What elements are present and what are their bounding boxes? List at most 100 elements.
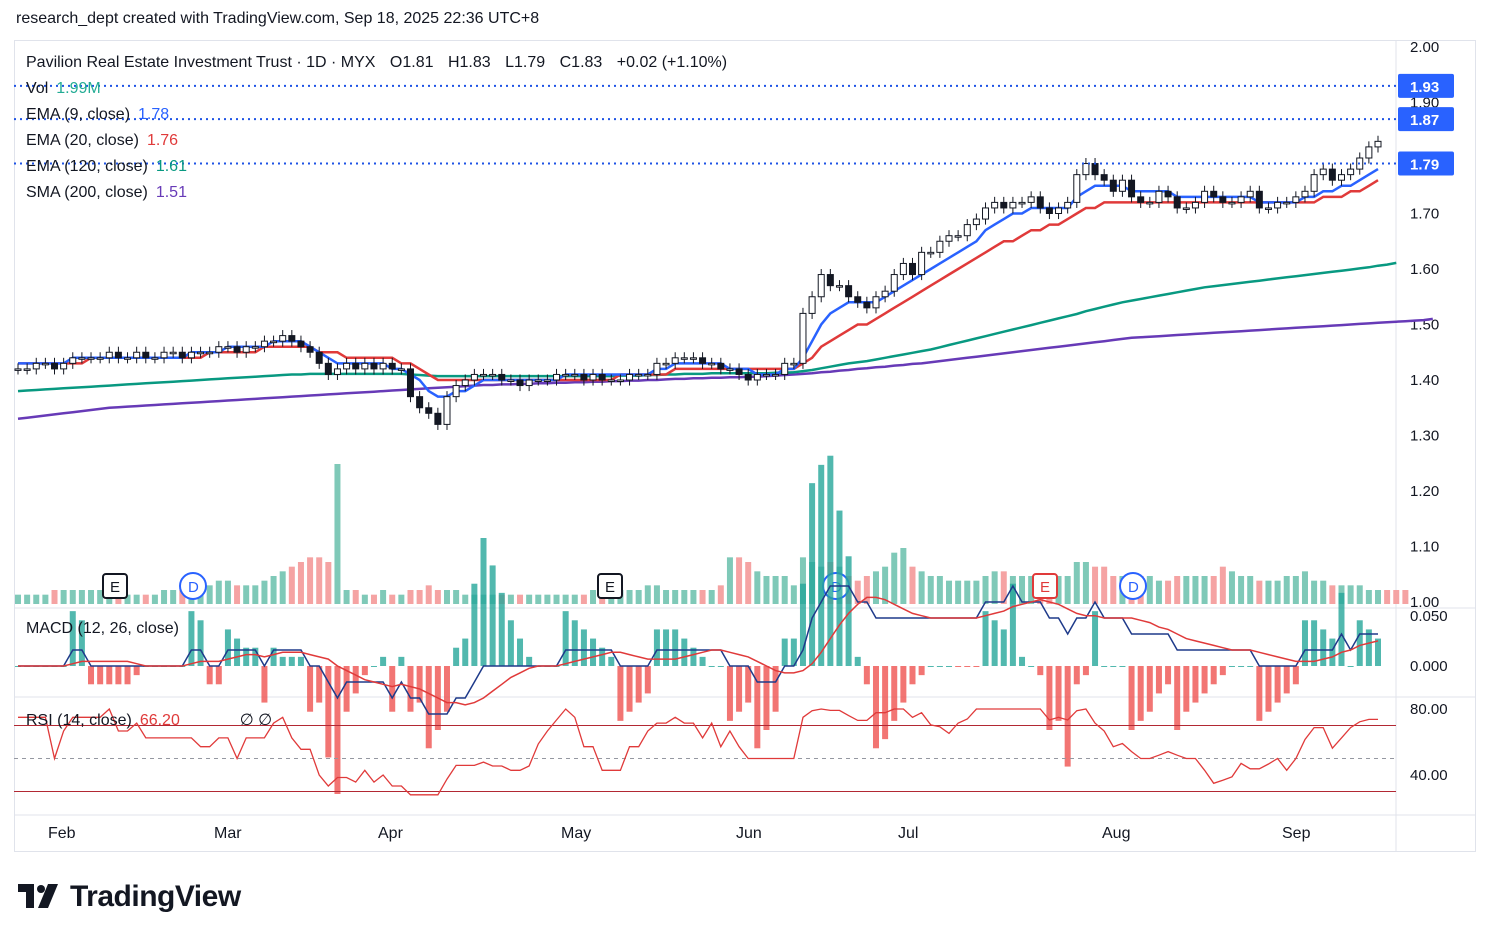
volume-bar	[206, 585, 213, 604]
candle-body	[890, 274, 898, 292]
price-tick-label: 1.70	[1410, 206, 1439, 223]
macd-histogram-bar	[416, 666, 423, 703]
macd-histogram-bar	[1201, 666, 1208, 694]
macd-histogram-bar	[635, 666, 642, 703]
candle-body	[1292, 196, 1300, 203]
sma200-legend: SMA (200, close) 1.51	[26, 184, 187, 202]
volume-bar	[243, 585, 250, 604]
macd-histogram-bar	[1292, 666, 1299, 685]
volume-bar	[526, 594, 533, 604]
macd-histogram-bar	[973, 666, 980, 667]
volume-bar	[763, 576, 770, 604]
candle-body	[1182, 207, 1190, 210]
volume-bar	[517, 594, 524, 604]
volume-bar	[991, 571, 998, 604]
volume-bar	[1092, 566, 1099, 604]
volume-bar	[1347, 585, 1354, 604]
candle-body	[279, 335, 287, 342]
volume-bar	[252, 585, 259, 604]
candle-body	[626, 373, 634, 381]
macd-histogram-bar	[498, 592, 505, 666]
volume-bar	[97, 590, 104, 604]
volume-bar	[982, 576, 989, 604]
candle-body	[927, 251, 935, 255]
volume-bar	[425, 585, 432, 604]
candle-body	[817, 274, 825, 298]
macd-histogram-bar	[736, 666, 743, 712]
macd-histogram-bar	[1247, 666, 1254, 667]
candle-body	[1164, 190, 1172, 198]
volume-bar	[1329, 585, 1336, 604]
candle-body	[662, 362, 670, 366]
macd-histogram-bar	[252, 647, 259, 666]
candle-body	[918, 251, 926, 276]
candle-body	[708, 362, 716, 366]
candle-body	[863, 301, 871, 309]
macd-histogram-bar	[854, 656, 861, 666]
candle-body	[1091, 163, 1099, 176]
candle-body	[1100, 174, 1108, 181]
symbol-title: Pavilion Real Estate Investment Trust · …	[26, 54, 376, 71]
volume-bar	[955, 580, 962, 604]
volume-bar	[352, 590, 359, 604]
candle-body	[361, 362, 369, 370]
candle-body	[1347, 168, 1355, 176]
volume-bar	[106, 594, 113, 604]
volume-bar	[370, 594, 377, 604]
candle-body	[498, 373, 506, 381]
macd-histogram-bar	[471, 583, 478, 666]
macd-histogram-bar	[243, 647, 250, 666]
volume-bar	[1256, 580, 1263, 604]
volume-bar	[1393, 590, 1400, 604]
volume-bar	[270, 576, 277, 604]
volume-bar	[882, 566, 889, 604]
candle-body	[1036, 196, 1044, 209]
volume-bar	[946, 580, 953, 604]
macd-tick-label: 0.050	[1410, 608, 1448, 625]
macd-histogram-bar	[763, 666, 770, 730]
macd-histogram-bar	[370, 666, 377, 667]
macd-histogram-bar	[726, 666, 733, 721]
candle-body	[224, 346, 232, 349]
candle-body	[908, 262, 916, 276]
candle-body	[571, 373, 579, 377]
candle-body	[1283, 201, 1291, 205]
tradingview-logo[interactable]: TradingView	[18, 880, 241, 914]
ema9-value: 1.78	[138, 106, 170, 123]
volume-bar	[708, 590, 715, 604]
candle-body	[553, 373, 561, 381]
volume-bar	[51, 590, 58, 604]
candle-body	[872, 296, 880, 309]
candle-body	[1274, 201, 1282, 209]
macd-histogram-bar	[599, 647, 606, 666]
macd-histogram-bar	[1037, 666, 1044, 676]
candle-body	[607, 379, 615, 382]
volume-bar	[1055, 576, 1062, 604]
volume-bar	[909, 566, 916, 604]
candle-body	[744, 373, 752, 381]
candle-body	[881, 290, 889, 298]
macd-histogram-bar	[918, 666, 925, 676]
volume-bar	[772, 576, 779, 604]
candle-body	[1210, 190, 1218, 198]
volume-bar	[754, 571, 761, 604]
candle-body	[133, 351, 141, 359]
close-value: C1.83	[559, 54, 603, 71]
volume-bar	[1311, 580, 1318, 604]
candle-body	[826, 274, 834, 287]
volume-bar	[1247, 576, 1254, 604]
volume-bar	[1356, 585, 1363, 604]
macd-histogram-bar	[1128, 666, 1135, 730]
macd-histogram-bar	[133, 666, 140, 676]
macd-histogram-bar	[1356, 620, 1363, 666]
vol-label: Vol	[26, 80, 49, 97]
candle-body	[735, 368, 743, 375]
logo-text: TradingView	[70, 880, 241, 913]
macd-histogram-bar	[982, 611, 989, 666]
volume-bar	[142, 594, 149, 604]
macd-histogram-bar	[224, 629, 231, 666]
macd-legend: MACD (12, 26, close)	[26, 620, 179, 637]
earnings-marker-label: E	[110, 579, 120, 596]
macd-histogram-bar	[1000, 629, 1007, 666]
